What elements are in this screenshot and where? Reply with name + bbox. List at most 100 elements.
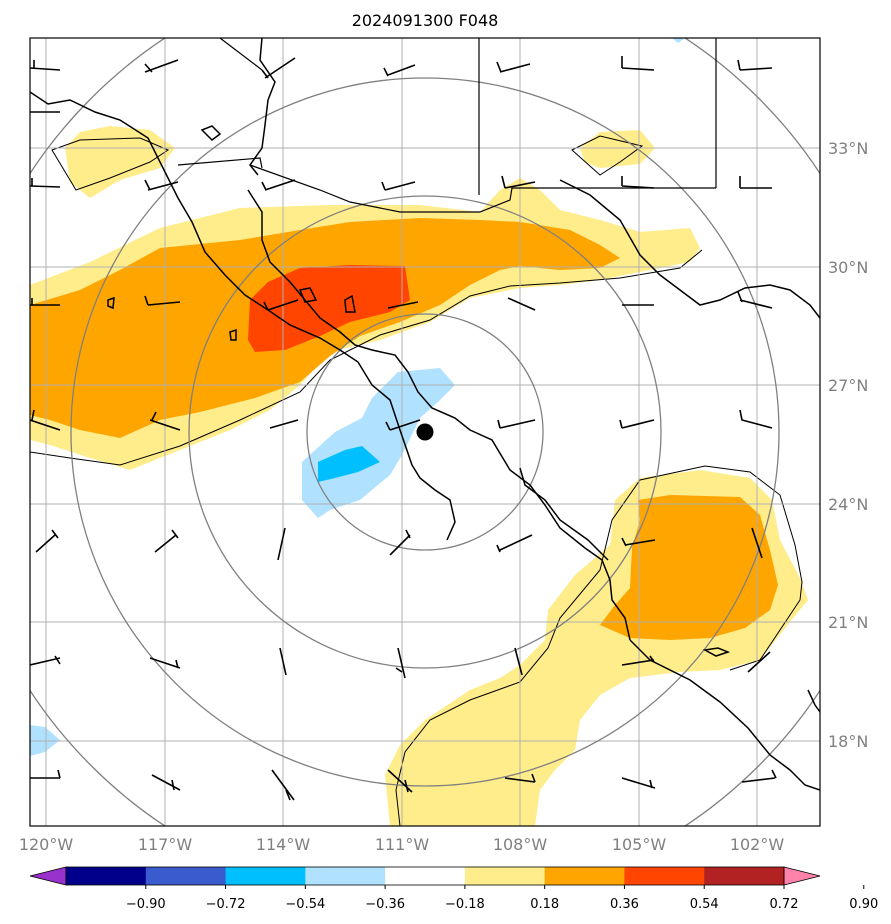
coastline-gulf-east — [519, 467, 609, 561]
wind-barb — [30, 298, 60, 306]
wind-barb — [154, 529, 179, 553]
wind-barb — [149, 657, 181, 669]
wind-barb — [277, 527, 286, 561]
colorbar-label: 0.36 — [610, 897, 639, 912]
contour-outlines — [30, 135, 803, 826]
coastline-gulf-west — [247, 189, 631, 641]
wind-barb — [504, 773, 536, 783]
colorbar-cell — [544, 867, 625, 885]
lon-label: 114°W — [256, 835, 311, 854]
colorbar-label: −0.36 — [365, 897, 405, 912]
lon-label: 120°W — [19, 835, 74, 854]
latitude-labels: 33°N 30°N 27°N 24°N 21°N 18°N — [828, 139, 868, 751]
wind-barb — [30, 409, 61, 431]
colorbar-labels: −0.90 −0.72 −0.54 −0.36 −0.18 0.18 0.36 0.54 0.7… — [126, 885, 878, 912]
wind-barb — [30, 655, 61, 666]
longitude-labels: 120°W 117°W 114°W 111°W 108°W 105°W 102°… — [19, 835, 785, 854]
wind-barb — [389, 529, 411, 556]
anomaly-fills — [30, 38, 808, 826]
contour-upper-right — [571, 135, 644, 176]
colorbar-label: 0.54 — [690, 897, 719, 912]
lon-label: 105°W — [612, 835, 667, 854]
wind-barb — [30, 178, 61, 188]
borders — [177, 38, 717, 213]
map-title: 2024091300 F048 — [352, 11, 499, 30]
wind-barb — [387, 301, 419, 309]
wind-barb — [619, 419, 655, 429]
wind-barb — [739, 409, 773, 429]
wind-barb — [269, 419, 299, 429]
wind-barb — [385, 419, 421, 431]
wind-barb — [381, 181, 416, 191]
blue-core-center — [318, 446, 380, 482]
wind-barb — [497, 419, 536, 429]
colorbar-max-extend — [783, 866, 821, 886]
colorbar-cell — [66, 867, 147, 885]
colorbar-cells — [66, 867, 785, 885]
colorbar-label: −0.54 — [285, 897, 325, 912]
coastline-pacific-baja — [30, 91, 456, 541]
wind-barb — [383, 64, 416, 77]
wind-barb — [263, 299, 299, 311]
coastline-east-south — [807, 689, 820, 713]
wind-barb — [741, 769, 777, 783]
lightblue-patch-center — [302, 368, 455, 518]
colorbar-label: −0.72 — [206, 897, 246, 912]
colorbar-label: −0.90 — [126, 897, 166, 912]
lat-label: 21°N — [828, 613, 868, 632]
coastline-east — [559, 179, 820, 319]
range-ring-3 — [70, 77, 780, 787]
wind-barb — [395, 647, 406, 679]
colorbar-cell — [385, 867, 466, 885]
contour-southeast — [395, 465, 803, 826]
contour-upper-left — [51, 137, 170, 191]
lat-label: 24°N — [828, 495, 868, 514]
colorbar: −0.90 −0.72 −0.54 −0.36 −0.18 0.18 0.36 0.54 0.7… — [29, 866, 878, 912]
lat-label: 30°N — [828, 258, 868, 277]
wind-barb — [387, 769, 413, 793]
lon-label: 108°W — [493, 835, 548, 854]
wind-barb — [739, 176, 772, 189]
colorbar-frame — [65, 866, 785, 886]
colorbar-label: 0.90 — [849, 897, 878, 912]
coastline-north — [30, 38, 276, 176]
colorbar-cell — [225, 867, 306, 885]
lon-label: 117°W — [138, 835, 193, 854]
wind-barb — [261, 179, 296, 191]
wind-barb — [751, 527, 763, 559]
map-frame — [29, 37, 821, 827]
wind-barb — [149, 411, 181, 431]
wind-barb — [30, 769, 61, 779]
lat-label: 18°N — [828, 732, 868, 751]
colorbar-cell — [464, 867, 546, 885]
storm-center-marker — [416, 423, 434, 441]
colorbar-label: −0.18 — [445, 897, 485, 912]
wind-barb — [496, 61, 531, 73]
colorbar-label: 0.72 — [770, 897, 799, 912]
wind-barb — [514, 647, 523, 676]
island-1 — [200, 125, 222, 141]
island-5 — [229, 328, 237, 341]
wind-barb — [621, 56, 655, 71]
lat-label: 27°N — [828, 376, 868, 395]
coastline-mainland-south — [629, 639, 820, 791]
colorbar-min-extend — [29, 866, 67, 886]
wind-barb — [496, 534, 533, 553]
colorbar-cell — [305, 867, 386, 885]
wind-barb — [507, 297, 536, 311]
colorbar-cell — [145, 867, 227, 885]
wind-barb — [621, 655, 655, 666]
lon-label: 111°W — [375, 835, 430, 854]
range-rings — [30, 38, 820, 826]
wind-barb — [144, 59, 179, 73]
border-us-mexico — [177, 157, 716, 213]
yellow-patch-upper-left — [65, 126, 175, 198]
colorbar-cell — [704, 867, 785, 885]
wind-barb — [144, 179, 179, 191]
graticule — [30, 38, 820, 826]
coastlines — [30, 38, 820, 791]
wind-barb — [737, 291, 773, 309]
range-ring-1 — [306, 313, 544, 551]
colorbar-cell — [624, 867, 705, 885]
